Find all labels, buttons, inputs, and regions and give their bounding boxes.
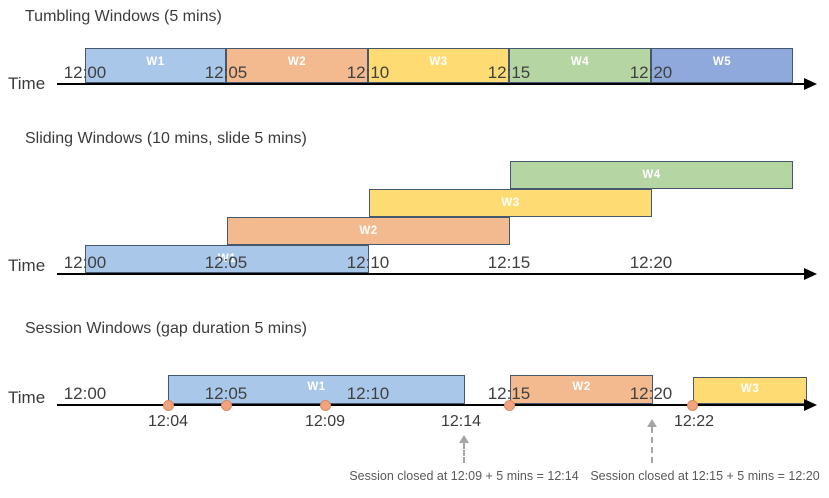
time-tick-label: 12:00 — [63, 63, 107, 82]
time-tick-label: 12:00 — [63, 253, 107, 272]
window-bar-label: W2 — [572, 381, 591, 393]
timeline-arrowhead-icon — [804, 399, 817, 411]
time-tick-label: 12:20 — [629, 253, 673, 272]
window-bar-w2: W2 — [510, 375, 653, 404]
window-bar-w1: W1 — [85, 245, 369, 273]
section-title: Sliding Windows (10 mins, slide 5 mins) — [25, 130, 307, 147]
window-bar-w5: W5 — [651, 48, 793, 83]
session-close-arrow-icon — [459, 435, 469, 463]
session-close-annotation: Session closed at 12:09 + 5 mins = 12:14 — [349, 469, 579, 483]
window-bar-label: W5 — [712, 56, 732, 68]
timeline-axis — [57, 83, 806, 85]
time-tick-label: 12:05 — [204, 384, 248, 403]
session-close-arrow-icon — [647, 419, 657, 463]
window-bar-w1: W1 — [168, 375, 465, 404]
time-tick-label: 12:10 — [346, 384, 390, 403]
time-tick-label: 12:00 — [63, 384, 107, 403]
window-bar-label: W1 — [307, 381, 326, 393]
time-tick-label: 12:15 — [487, 384, 531, 403]
time-tick-label: 12:20 — [629, 384, 673, 403]
window-bar-w4: W4 — [509, 48, 651, 83]
event-dot — [503, 399, 515, 411]
window-bar-w3: W3 — [368, 48, 509, 83]
window-bar-label: W3 — [740, 383, 760, 395]
section-title: Tumbling Windows (5 mins) — [25, 8, 222, 25]
time-tick-label: 12:15 — [487, 63, 531, 82]
timeline-axis — [57, 404, 806, 406]
window-bar-label: W2 — [359, 225, 378, 237]
time-tick-label: 12:20 — [629, 63, 673, 82]
timeline-arrowhead-icon — [804, 78, 817, 90]
event-dot — [220, 399, 232, 411]
time-axis-label: Time — [8, 388, 46, 407]
event-time-label: 12:09 — [304, 413, 346, 430]
time-tick-label: 12:10 — [346, 253, 390, 272]
window-bar-w3: W3 — [693, 377, 807, 404]
time-tick-label: 12:15 — [487, 253, 531, 272]
window-bar-w2: W2 — [227, 217, 510, 245]
section-title: Session Windows (gap duration 5 mins) — [25, 320, 307, 337]
time-tick-label: 12:05 — [204, 253, 248, 272]
window-bar-w2: W2 — [226, 48, 368, 83]
window-bar-label: W3 — [501, 197, 520, 209]
window-bar-label: W3 — [429, 56, 448, 68]
timeline-arrowhead-icon — [804, 268, 817, 280]
window-bar-w1: W1 — [85, 48, 226, 83]
window-bar-label: W4 — [570, 56, 590, 68]
time-tick-label: 12:05 — [204, 63, 248, 82]
event-time-label: 12:04 — [147, 413, 189, 430]
window-bar-label: W4 — [642, 169, 661, 181]
session-close-annotation: Session closed at 12:15 + 5 mins = 12:20 — [590, 469, 820, 483]
event-dot — [162, 399, 174, 411]
time-axis-label: Time — [8, 256, 46, 275]
window-bar-label: W1 — [146, 56, 165, 68]
event-time-label: 12:22 — [673, 413, 715, 430]
time-tick-label: 12:10 — [346, 63, 390, 82]
window-bar-w3: W3 — [369, 189, 652, 217]
window-bar-w4: W4 — [510, 161, 793, 189]
window-bar-label: W1 — [217, 253, 237, 265]
window-bar-label: W2 — [287, 56, 307, 68]
event-time-label: 12:14 — [440, 413, 482, 430]
time-axis-label: Time — [8, 74, 46, 93]
event-dot — [686, 399, 698, 411]
event-dot — [319, 399, 331, 411]
timeline-axis — [57, 273, 806, 275]
